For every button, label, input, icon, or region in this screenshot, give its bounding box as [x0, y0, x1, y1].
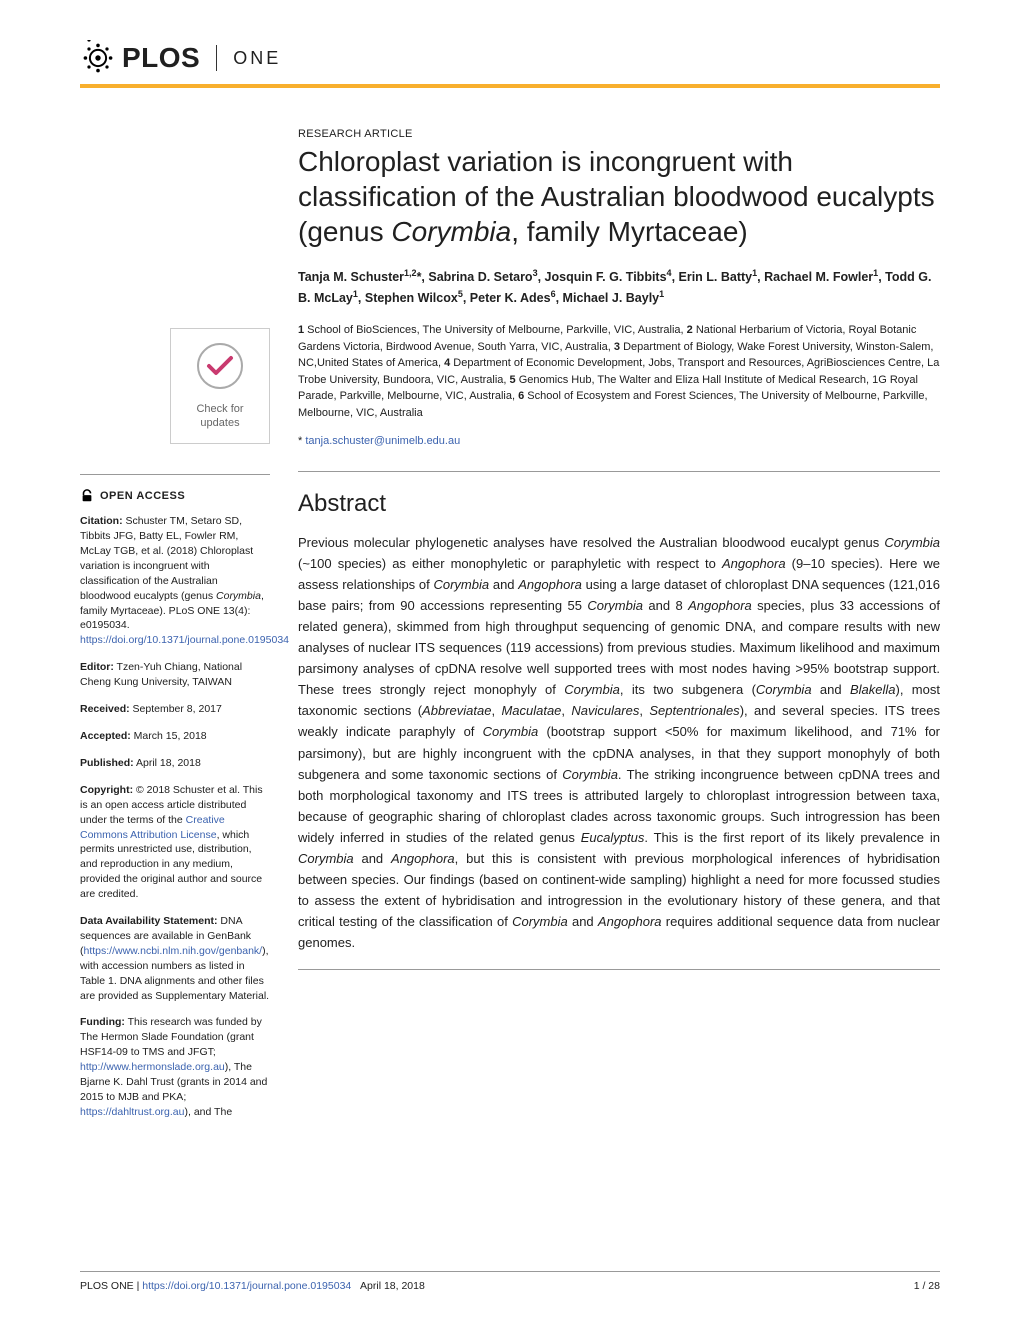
corresponding-author: * tanja.schuster@unimelb.edu.au	[298, 435, 940, 447]
affiliations: 1 School of BioSciences, The University …	[298, 322, 940, 421]
plos-logo: PLOS ONE	[80, 40, 281, 76]
citation-block: Citation: Schuster TM, Setaro SD, Tibbit…	[80, 514, 270, 648]
article-title: Chloroplast variation is incongruent wit…	[298, 144, 940, 249]
sidebar: Check for updates OPEN ACCESS Citation: …	[80, 128, 270, 1132]
copyright-block: Copyright: © 2018 Schuster et al. This i…	[80, 783, 270, 902]
received-block: Received: September 8, 2017	[80, 702, 270, 717]
genbank-link[interactable]: https://www.ncbi.nlm.nih.gov/genbank/	[84, 945, 263, 957]
abstract-heading: Abstract	[298, 471, 940, 518]
funding-block: Funding: This research was funded by The…	[80, 1015, 270, 1119]
footer-left: PLOS ONE | https://doi.org/10.1371/journ…	[80, 1280, 425, 1292]
article-type: RESEARCH ARTICLE	[298, 128, 940, 140]
check-updates-badge[interactable]: Check for updates	[170, 328, 270, 444]
accepted-block: Accepted: March 15, 2018	[80, 729, 270, 744]
open-access-icon	[80, 489, 94, 503]
authors: Tanja M. Schuster1,2*, Sabrina D. Setaro…	[298, 267, 940, 308]
plos-icon	[80, 40, 116, 76]
published-block: Published: April 18, 2018	[80, 756, 270, 771]
page-footer: PLOS ONE | https://doi.org/10.1371/journ…	[80, 1271, 940, 1292]
check-updates-label: Check for updates	[183, 402, 257, 431]
data-availability-block: Data Availability Statement: DNA sequenc…	[80, 914, 270, 1003]
funding-link-1[interactable]: http://www.hermonslade.org.au	[80, 1061, 225, 1073]
funding-link-2[interactable]: https://dahltrust.org.au	[80, 1106, 184, 1118]
footer-doi-link[interactable]: https://doi.org/10.1371/journal.pone.019…	[142, 1280, 351, 1292]
open-access-label: OPEN ACCESS	[100, 489, 185, 505]
header: PLOS ONE	[80, 40, 940, 76]
doi-link[interactable]: https://doi.org/10.1371/journal.pone.019…	[80, 634, 289, 646]
journal-name: ONE	[233, 48, 281, 69]
abstract-text: Previous molecular phylogenetic analyses…	[298, 532, 940, 953]
abstract-divider	[298, 969, 940, 970]
plos-text: PLOS	[122, 42, 200, 74]
accent-bar	[80, 84, 940, 88]
editor-block: Editor: Tzen-Yuh Chiang, National Cheng …	[80, 660, 270, 690]
sidebar-divider	[80, 474, 270, 475]
corresponding-email[interactable]: tanja.schuster@unimelb.edu.au	[305, 435, 460, 447]
logo-divider	[216, 45, 217, 71]
crossmark-icon	[195, 341, 245, 391]
main-content: RESEARCH ARTICLE Chloroplast variation i…	[298, 128, 940, 1132]
footer-page-number: 1 / 28	[914, 1280, 940, 1292]
open-access-row: OPEN ACCESS	[80, 489, 270, 505]
